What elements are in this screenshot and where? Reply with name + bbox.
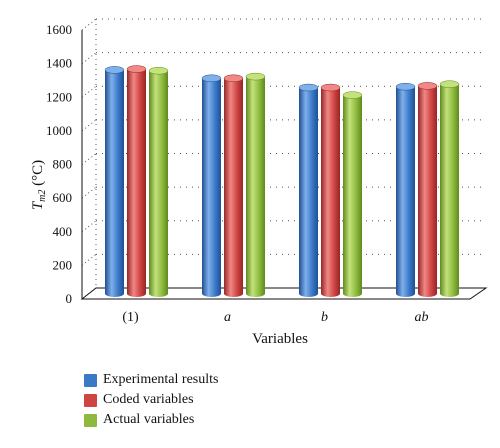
bar-body	[418, 85, 437, 297]
gridline-side	[81, 186, 97, 199]
legend-swatch	[84, 373, 97, 387]
bar-body	[396, 86, 415, 297]
bar-top	[417, 82, 438, 90]
bar-top	[395, 82, 416, 91]
y-tick-label: 1400	[46, 56, 72, 71]
legend-label: Actual variables	[103, 412, 195, 427]
gridline-side	[81, 119, 97, 132]
bar	[320, 83, 341, 297]
bar	[223, 74, 244, 297]
bar-body	[343, 95, 362, 297]
y-tick-label: 0	[66, 291, 73, 306]
legend-item-actual: Actual variables	[84, 410, 218, 430]
bar	[417, 82, 438, 297]
bar-body	[224, 78, 243, 297]
y-tick-label: 1000	[46, 123, 72, 138]
legend-swatch	[84, 413, 97, 427]
bar-body	[105, 69, 124, 297]
bar-top	[148, 66, 169, 75]
bar-top	[298, 83, 319, 92]
bar-body	[202, 78, 221, 297]
y-axis-title-symbol: T	[30, 200, 46, 210]
bar-top	[201, 74, 222, 83]
y-tick-label: 800	[53, 157, 73, 172]
bar-top	[104, 66, 125, 74]
bar-top	[245, 72, 266, 81]
bar-body	[321, 87, 340, 297]
bar-top	[342, 91, 363, 99]
bar-body	[299, 87, 318, 297]
bar-body	[127, 69, 146, 297]
y-tick-label: 200	[53, 257, 73, 272]
gridline-side	[81, 253, 97, 266]
y-axis-title-subscript: m2	[37, 190, 48, 202]
x-tick-label: a	[224, 310, 231, 325]
bar	[342, 91, 363, 297]
legend-label: Experimental results	[103, 372, 219, 387]
bar	[126, 65, 147, 297]
y-tick-labels: 0 200 400 600 800 1000 1200 1400 1600	[46, 22, 72, 306]
bar-top	[223, 74, 244, 83]
gridline-side	[81, 85, 97, 98]
y-tick-label: 400	[53, 224, 73, 239]
bar	[298, 83, 319, 297]
gridline-side	[81, 220, 97, 233]
x-tick-label: (1)	[122, 310, 139, 325]
x-tick-label: ab	[415, 310, 429, 325]
legend: Experimental results Coded variables Act…	[84, 370, 218, 430]
y-axis-title: Tm2 (°C)	[30, 160, 48, 210]
bar	[245, 72, 266, 298]
gridline-side	[81, 18, 97, 31]
x-tick-labels: (1) a b ab	[122, 310, 428, 325]
x-tick-label: b	[321, 310, 328, 325]
y-tick-label: 1200	[46, 89, 72, 104]
legend-item-experimental: Experimental results	[84, 370, 218, 390]
bar	[439, 80, 460, 297]
legend-label: Coded variables	[103, 392, 194, 407]
legend-swatch	[84, 393, 97, 407]
bars	[104, 65, 460, 298]
legend-item-coded: Coded variables	[84, 390, 218, 410]
bar	[104, 66, 125, 297]
chart-floor	[80, 30, 488, 300]
bar-top	[126, 65, 147, 73]
bar	[148, 66, 169, 297]
bar-body	[246, 76, 265, 298]
y-tick-label: 600	[53, 190, 73, 205]
gridline-side	[81, 153, 97, 165]
y-tick-label: 1600	[46, 22, 72, 37]
bar-body	[149, 70, 168, 297]
x-axis-title: Variables	[252, 331, 308, 347]
bar	[201, 74, 222, 297]
y-axis-title-unit: (°C)	[30, 160, 46, 190]
bar-top	[320, 83, 341, 92]
bar-body	[440, 84, 459, 297]
bar-top	[439, 80, 460, 88]
gridline-side	[81, 52, 97, 65]
bar	[395, 82, 416, 297]
